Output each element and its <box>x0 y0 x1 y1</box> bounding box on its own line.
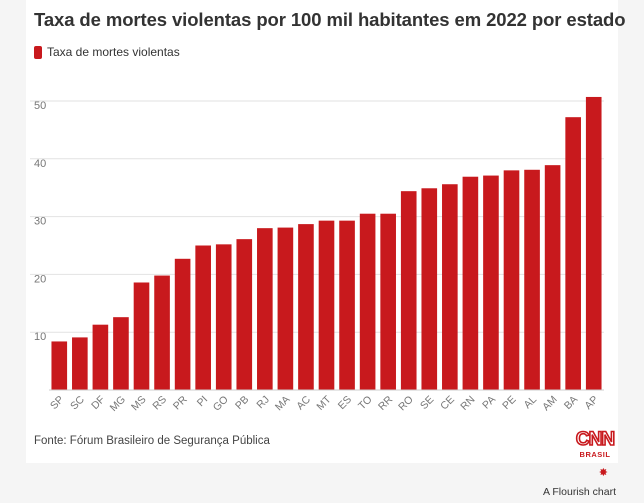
flourish-icon: ✸ <box>598 467 608 479</box>
flourish-credit[interactable]: ✸ A Flourish chart <box>520 466 622 500</box>
cnn-logo-text: CNN <box>576 429 614 450</box>
y-axis: 10 20 30 40 50 <box>34 100 46 343</box>
x-tick-label: ES <box>336 394 354 412</box>
brasil-logo-text: BRASIL <box>580 450 611 459</box>
x-tick-label: RO <box>396 394 416 414</box>
bar-pa[interactable] <box>483 175 499 390</box>
x-tick-label: MG <box>108 394 128 414</box>
bar-rr[interactable] <box>380 213 396 390</box>
x-tick-label: PA <box>480 394 498 412</box>
bar-df[interactable] <box>92 324 109 390</box>
bar-pr[interactable] <box>174 258 191 390</box>
x-tick-label: AM <box>540 394 560 414</box>
x-tick-label: BA <box>562 394 580 412</box>
x-tick-label: PR <box>171 393 190 412</box>
bar-sp[interactable] <box>51 341 68 390</box>
flourish-label: A Flourish chart <box>543 486 616 498</box>
x-tick-label: AL <box>522 393 540 411</box>
bar-mt[interactable] <box>318 220 335 390</box>
x-tick-label: SP <box>48 394 66 412</box>
bar-mg[interactable] <box>113 317 129 390</box>
bar-pe[interactable] <box>503 170 520 390</box>
x-tick-label: RN <box>458 394 477 413</box>
legend-label: Taxa de mortes violentas <box>47 45 180 59</box>
x-tick-label: PB <box>233 394 251 412</box>
bar-ce[interactable] <box>442 184 458 390</box>
bar-ac[interactable] <box>298 224 314 390</box>
bar-go[interactable] <box>215 244 232 390</box>
x-tick-label: CE <box>438 394 457 413</box>
bar-ap[interactable] <box>585 96 602 390</box>
bar-rn[interactable] <box>462 176 479 390</box>
x-tick-label: MA <box>273 394 293 414</box>
chart-title: Taxa de mortes violentas por 100 mil hab… <box>34 9 626 30</box>
y-tick-label: 40 <box>34 158 46 170</box>
x-axis: SP SC DF MG MS RS PR PI GO PB RJ MA AC MT ES TO RR RO SE CE… <box>48 389 604 414</box>
legend-swatch <box>34 45 42 59</box>
y-tick-label: 10 <box>34 331 46 343</box>
cnn-brasil-logo[interactable]: CNN BRASIL <box>571 426 619 462</box>
source-note: Fonte: Fórum Brasileiro de Segurança Púb… <box>34 435 270 447</box>
bar-ma[interactable] <box>277 227 294 390</box>
x-tick-label: RJ <box>254 394 272 412</box>
x-tick-label: SE <box>418 394 436 412</box>
x-tick-label: PI <box>195 394 211 410</box>
bar-pb[interactable] <box>236 239 253 390</box>
x-tick-label: RS <box>150 394 169 413</box>
x-tick-label: RR <box>376 393 396 413</box>
y-tick-label: 20 <box>34 273 46 285</box>
x-tick-label: AP <box>582 394 600 412</box>
bar-to[interactable] <box>359 213 376 390</box>
y-tick-label: 30 <box>34 216 46 228</box>
bar-es[interactable] <box>339 220 355 390</box>
bar-pi[interactable] <box>195 245 211 391</box>
bar-se[interactable] <box>421 188 438 390</box>
x-tick-label: PE <box>500 394 518 412</box>
x-tick-label: DF <box>89 394 107 412</box>
x-tick-label: AC <box>294 393 313 412</box>
x-tick-label: GO <box>211 394 231 414</box>
bar-al[interactable] <box>524 169 540 390</box>
x-tick-label: TO <box>356 394 375 413</box>
bars <box>51 96 602 391</box>
x-tick-label: SC <box>68 393 87 412</box>
bar-am[interactable] <box>544 165 561 390</box>
bar-ro[interactable] <box>400 191 417 390</box>
bar-ba[interactable] <box>565 117 581 391</box>
bar-sc[interactable] <box>72 337 88 390</box>
x-tick-label: MS <box>129 394 149 414</box>
y-tick-label: 50 <box>34 100 46 112</box>
x-tick-label: MT <box>314 393 334 413</box>
legend[interactable]: Taxa de mortes violentas <box>34 45 180 59</box>
bar-ms[interactable] <box>133 282 150 390</box>
bar-rj[interactable] <box>257 228 273 390</box>
bar-rs[interactable] <box>154 275 170 390</box>
